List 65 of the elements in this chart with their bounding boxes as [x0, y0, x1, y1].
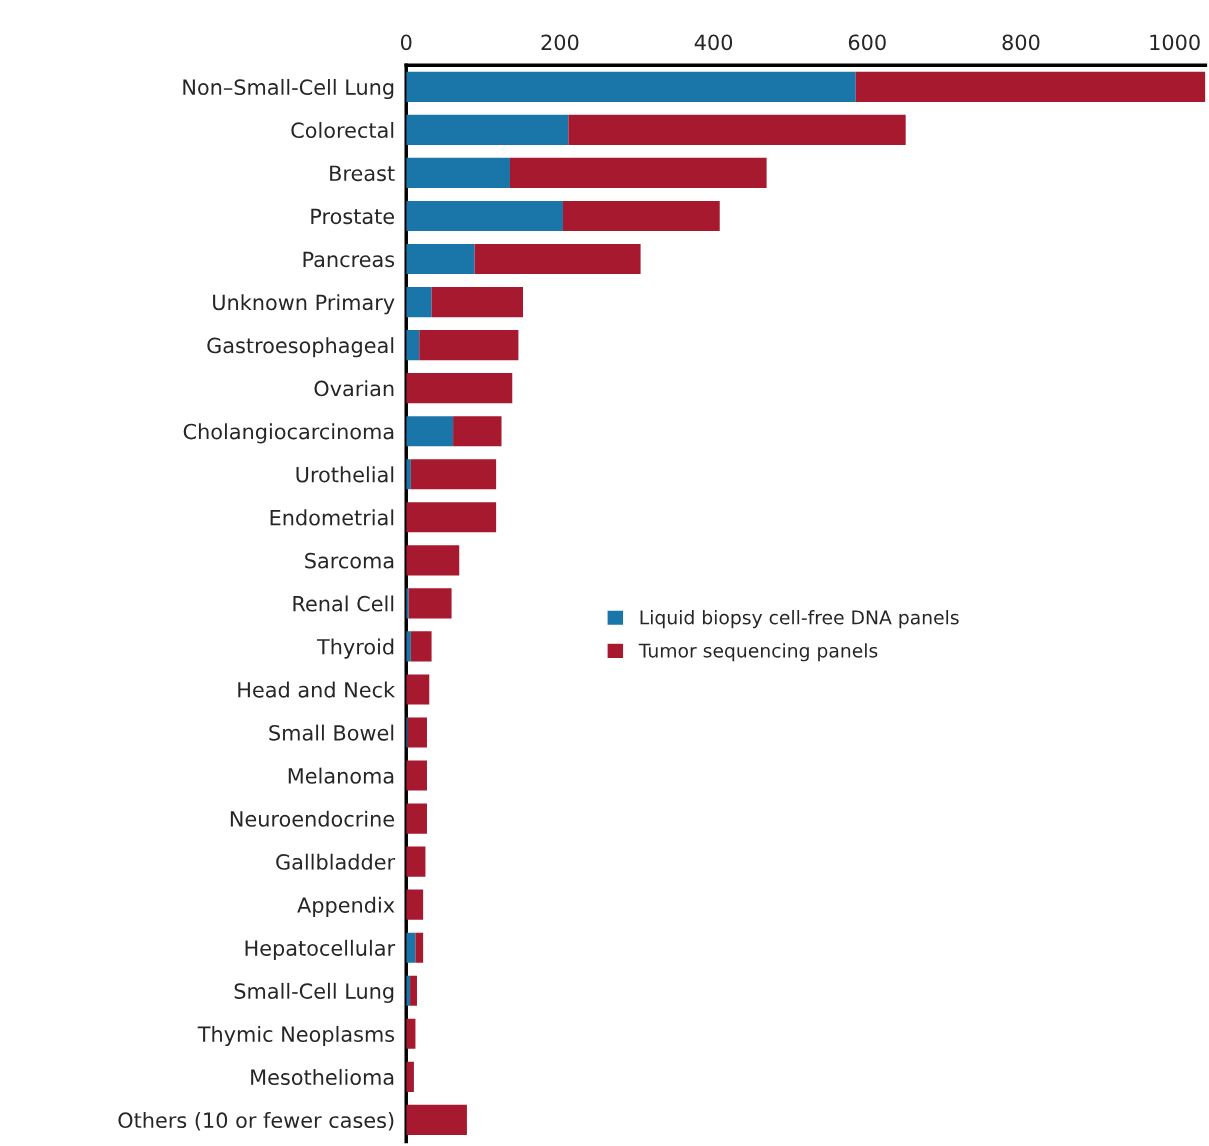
bar: [406, 373, 513, 404]
bar: [474, 243, 641, 275]
bar: [453, 416, 502, 447]
y-tick-label: Unknown Primary: [213, 294, 395, 315]
y-tick-label: Thymic Neoplasms: [197, 1025, 395, 1047]
bar: [406, 760, 427, 791]
legend-label: Tumor sequencing panels: [638, 643, 878, 662]
bar: [406, 674, 430, 705]
y-tick-label: Cholangiocarcinoma: [183, 423, 394, 444]
y-tick-label: Head and Neck: [238, 681, 396, 698]
y-tick-label: Urothelial: [296, 466, 394, 483]
x-tick-label: 800: [1002, 34, 1040, 51]
bar: [406, 157, 510, 188]
bar: [406, 545, 460, 576]
x-tick-label: 400: [694, 34, 733, 51]
x-tick-label: 1000: [1150, 34, 1200, 51]
y-tick-label: Prostate: [311, 208, 395, 225]
y-tick-label: Gastroesophageal: [207, 337, 394, 358]
y-tick-label: Small-Cell Lung: [234, 982, 394, 1004]
bar: [406, 330, 420, 361]
y-tick-label: Ovarian: [314, 380, 394, 397]
y-tick-label: Mesothelioma: [251, 1068, 394, 1086]
bar: [406, 416, 454, 447]
bar: [406, 502, 497, 533]
bar: [406, 287, 432, 318]
y-tick-label: Sarcoma: [305, 552, 394, 569]
bar: [407, 717, 427, 748]
bar: [855, 71, 1206, 102]
bar: [410, 975, 417, 1006]
y-tick-label: Neuroendocrine: [230, 810, 394, 827]
x-tick-label: 600: [848, 34, 886, 51]
y-tick-label: Breast: [330, 165, 395, 182]
y-tick-label: Appendix: [297, 896, 395, 917]
bar: [562, 200, 720, 232]
bar: [509, 157, 767, 188]
y-tick-label: Endometrial: [270, 509, 394, 526]
bar: [406, 1104, 467, 1135]
bar: [410, 631, 432, 662]
y-tick-label: Gallbladder: [276, 853, 396, 870]
bar: [415, 932, 424, 963]
y-tick-label: Melanoma: [288, 767, 394, 784]
y-tick-label: Pancreas: [303, 251, 395, 268]
y-tick-label: Renal Cell: [293, 595, 394, 612]
bar: [406, 803, 427, 834]
bar: [410, 459, 497, 490]
y-tick-label: Non–Small-Cell Lung: [183, 78, 394, 100]
bar: [406, 200, 563, 232]
bar: [408, 588, 452, 619]
bar: [406, 71, 856, 102]
bar: [406, 846, 426, 877]
y-tick-label: Hepatocellular: [245, 939, 396, 960]
bar: [406, 889, 424, 920]
bar: [568, 114, 906, 145]
bar: [419, 330, 519, 361]
x-tick-label: 200: [541, 34, 579, 51]
bar: [406, 114, 569, 145]
legend-label: Liquid biopsy cell-free DNA panels: [640, 610, 959, 629]
y-tick-label: Others (10 or fewer cases): [118, 1111, 394, 1131]
y-tick-label: Small Bowel: [269, 724, 394, 741]
bar: [406, 243, 475, 275]
bar: [406, 1061, 414, 1092]
y-tick-label: Thyroid: [316, 638, 394, 659]
bar: [431, 287, 524, 318]
y-tick-label: Colorectal: [291, 121, 394, 139]
x-tick-label: 0: [400, 34, 412, 51]
